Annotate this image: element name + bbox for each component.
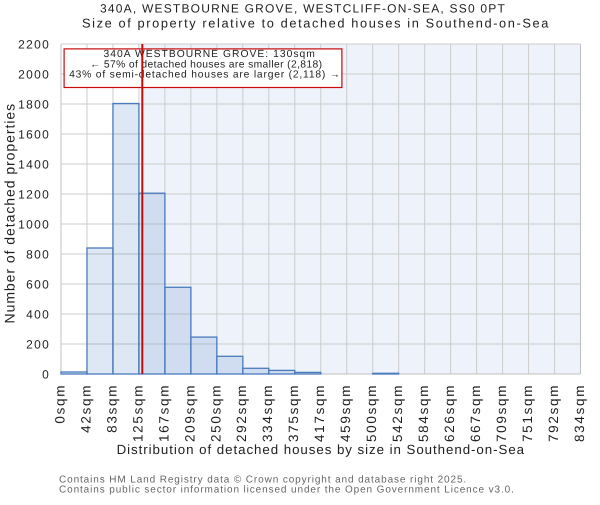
svg-text:792sqm: 792sqm (546, 384, 561, 442)
svg-text:2200: 2200 (18, 37, 50, 51)
svg-text:Distribution of detached house: Distribution of detached houses by size … (117, 442, 525, 457)
svg-text:334sqm: 334sqm (260, 384, 275, 442)
svg-text:340A, WESTBOURNE GROVE, WESTCL: 340A, WESTBOURNE GROVE, WESTCLIFF-ON-SEA… (100, 2, 506, 16)
svg-text:209sqm: 209sqm (182, 384, 197, 442)
svg-text:167sqm: 167sqm (156, 384, 171, 442)
svg-text:200: 200 (26, 337, 50, 351)
svg-text:626sqm: 626sqm (442, 384, 457, 442)
svg-text:542sqm: 542sqm (390, 384, 405, 442)
svg-text:834sqm: 834sqm (572, 384, 587, 442)
svg-text:600: 600 (26, 277, 50, 291)
svg-text:800: 800 (26, 247, 50, 261)
svg-text:2000: 2000 (18, 67, 50, 81)
svg-text:400: 400 (26, 307, 50, 321)
svg-text:1200: 1200 (18, 187, 50, 201)
svg-text:751sqm: 751sqm (520, 384, 535, 442)
svg-text:292sqm: 292sqm (234, 384, 249, 442)
svg-text:Contains public sector informa: Contains public sector information licen… (59, 485, 515, 496)
svg-text:1000: 1000 (18, 217, 50, 231)
svg-text:Number of detached properties: Number of detached properties (1, 103, 17, 324)
svg-text:1800: 1800 (18, 97, 50, 111)
svg-text:← 57% of detached houses are s: ← 57% of detached houses are smaller (2,… (90, 59, 323, 70)
svg-text:125sqm: 125sqm (130, 384, 145, 442)
svg-text:417sqm: 417sqm (312, 384, 327, 442)
svg-text:1400: 1400 (18, 157, 50, 171)
svg-text:0: 0 (42, 367, 50, 381)
svg-text:667sqm: 667sqm (468, 384, 483, 442)
svg-text:584sqm: 584sqm (416, 384, 431, 442)
svg-text:43% of semi-detached houses ar: 43% of semi-detached houses are larger (… (69, 70, 341, 81)
svg-text:375sqm: 375sqm (286, 384, 301, 442)
svg-text:500sqm: 500sqm (364, 384, 379, 442)
svg-text:Contains HM Land Registry data: Contains HM Land Registry data © Crown c… (59, 474, 467, 485)
svg-text:250sqm: 250sqm (208, 384, 223, 442)
svg-text:459sqm: 459sqm (338, 384, 353, 442)
svg-text:709sqm: 709sqm (494, 384, 509, 442)
svg-text:1600: 1600 (18, 127, 50, 141)
svg-text:0sqm: 0sqm (52, 384, 67, 424)
svg-text:Size of property relative to d: Size of property relative to detached ho… (82, 15, 550, 30)
svg-text:340A WESTBOURNE GROVE: 130sqm: 340A WESTBOURNE GROVE: 130sqm (103, 49, 315, 60)
svg-text:83sqm: 83sqm (104, 384, 119, 433)
svg-text:42sqm: 42sqm (78, 384, 93, 433)
